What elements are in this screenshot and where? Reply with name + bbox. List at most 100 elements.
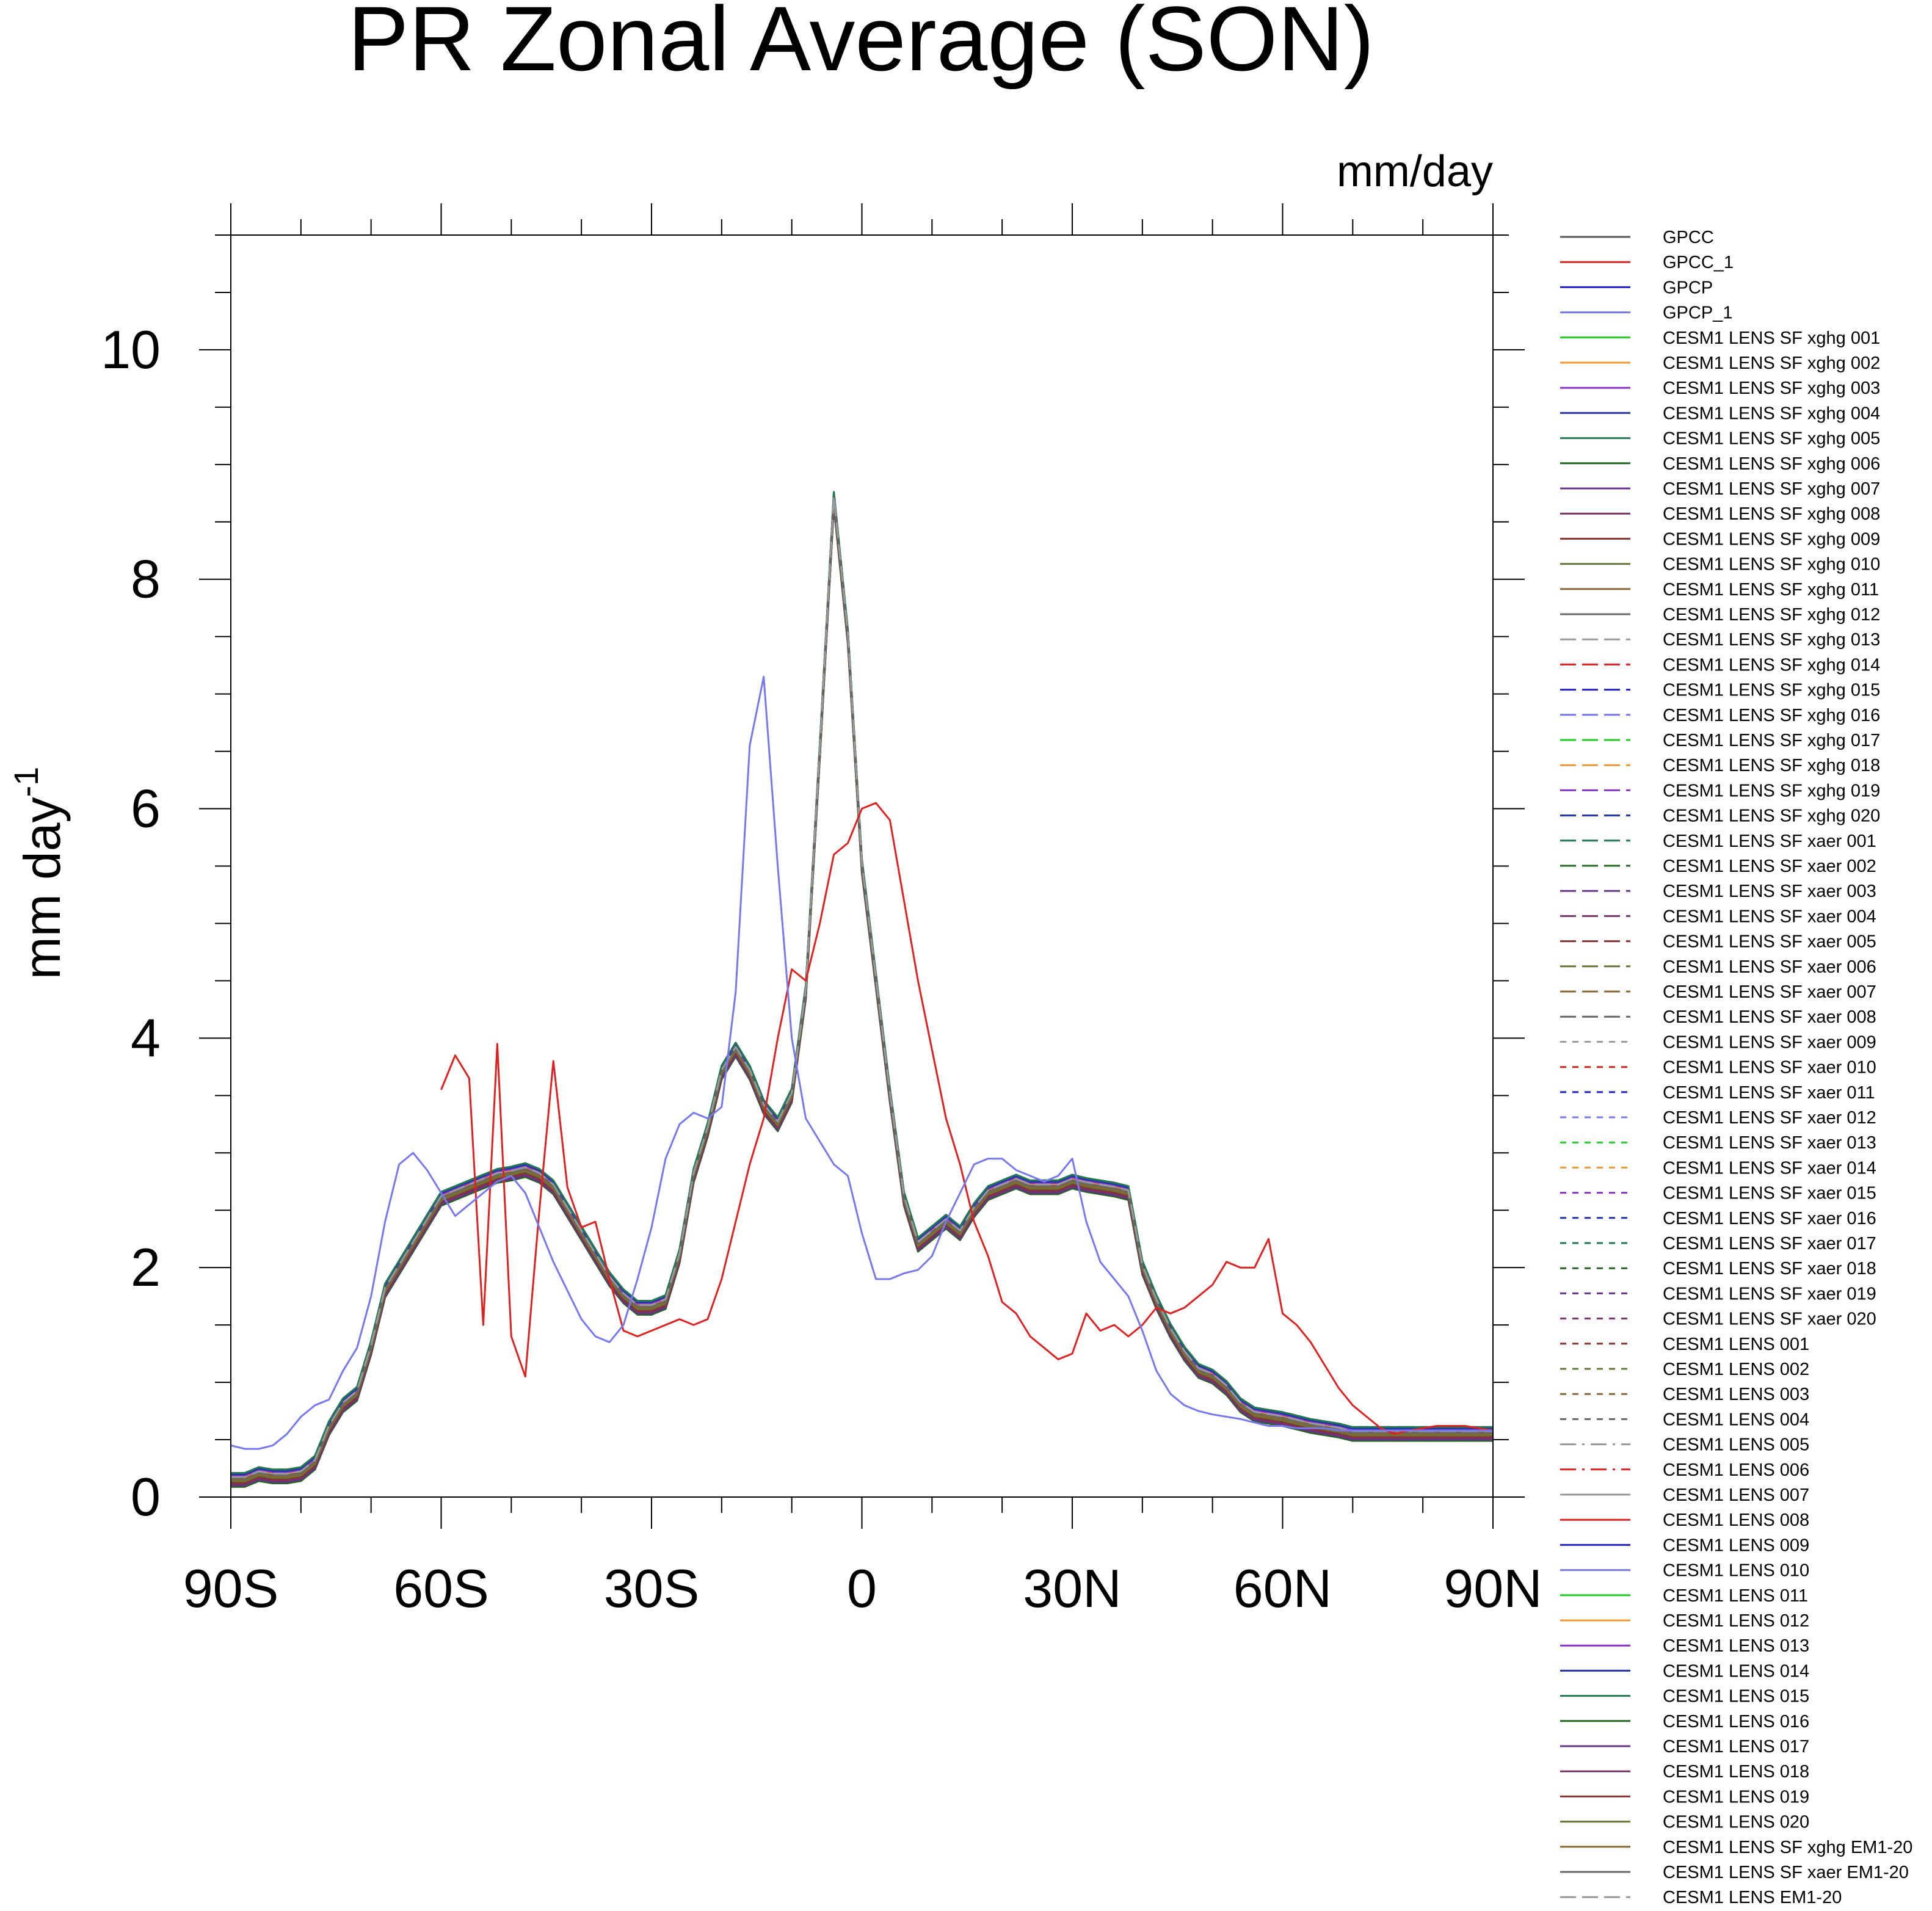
legend-label: CESM1 LENS 011 xyxy=(1663,1586,1808,1606)
model-line xyxy=(231,501,1493,1484)
model-line xyxy=(231,492,1493,1476)
legend-label: CESM1 LENS SF xghg 002 xyxy=(1663,354,1880,373)
plot-frame xyxy=(230,234,1494,1498)
observation-line xyxy=(440,802,1494,1435)
legend-label: CESM1 LENS 008 xyxy=(1663,1510,1809,1530)
x-tick-label: 60N xyxy=(1233,1558,1332,1619)
y-tick-label: 10 xyxy=(101,319,161,380)
legend-label: CESM1 LENS SF xghg 020 xyxy=(1663,807,1880,826)
model-line xyxy=(231,501,1493,1484)
legend-label: CESM1 LENS SF xghg 013 xyxy=(1663,630,1880,650)
legend-label: CESM1 LENS SF xghg 012 xyxy=(1663,605,1880,625)
model-line xyxy=(231,505,1493,1488)
legend-label: CESM1 LENS SF xghg EM1-20 xyxy=(1663,1838,1912,1857)
legend-label: CESM1 LENS SF xghg 015 xyxy=(1663,681,1880,700)
legend-label: CESM1 LENS SF xaer 009 xyxy=(1663,1032,1876,1052)
y-axis-title: mm day-1 xyxy=(7,767,71,980)
legend-label: CESM1 LENS SF xghg 019 xyxy=(1663,781,1880,800)
legend-label: CESM1 LENS SF xghg 005 xyxy=(1663,429,1880,449)
model-line xyxy=(231,501,1493,1484)
legend-label: CESM1 LENS SF xaer 020 xyxy=(1663,1310,1876,1329)
legend-label: CESM1 LENS SF xghg 009 xyxy=(1663,529,1880,549)
model-line xyxy=(231,502,1493,1485)
legend-label: CESM1 LENS SF xaer 013 xyxy=(1663,1133,1876,1153)
legend-label: GPCP_1 xyxy=(1663,303,1732,323)
x-tick-label: 30S xyxy=(604,1558,700,1619)
legend-label: CESM1 LENS SF xaer 003 xyxy=(1663,882,1876,901)
legend-label: CESM1 LENS SF xghg 018 xyxy=(1663,756,1880,775)
model-line xyxy=(231,491,1493,1474)
y-tick-label: 2 xyxy=(131,1237,161,1297)
x-tick-label: 0 xyxy=(847,1558,877,1619)
legend-label: CESM1 LENS SF xaer 001 xyxy=(1663,832,1876,851)
model-line xyxy=(231,492,1493,1476)
legend-label: CESM1 LENS 016 xyxy=(1663,1712,1809,1732)
model-line xyxy=(231,495,1493,1478)
model-line xyxy=(231,492,1493,1476)
model-line xyxy=(231,496,1493,1480)
model-line xyxy=(231,496,1493,1480)
legend-label: CESM1 LENS SF xghg 011 xyxy=(1663,580,1879,600)
legend-label: CESM1 LENS SF xghg 001 xyxy=(1663,328,1880,348)
legend-label: CESM1 LENS SF xaer 015 xyxy=(1663,1184,1876,1203)
legend-label: CESM1 LENS SF xghg 014 xyxy=(1663,655,1880,675)
legend-label: CESM1 LENS 012 xyxy=(1663,1611,1809,1631)
legend-label: CESM1 LENS 014 xyxy=(1663,1661,1809,1681)
model-line xyxy=(231,496,1493,1480)
legend-label: CESM1 LENS SF xaer 010 xyxy=(1663,1058,1876,1078)
model-line xyxy=(231,492,1493,1476)
model-line xyxy=(231,501,1493,1484)
model-line xyxy=(231,491,1493,1474)
y-tick-label: 6 xyxy=(131,778,161,839)
legend-label: CESM1 LENS 019 xyxy=(1663,1787,1809,1807)
legend-label: CESM1 LENS SF xghg 003 xyxy=(1663,379,1880,398)
legend-label: CESM1 LENS SF xaer 016 xyxy=(1663,1209,1876,1228)
y-tick-label: 4 xyxy=(131,1007,161,1068)
model-line xyxy=(231,493,1493,1477)
model-line xyxy=(231,505,1493,1488)
legend-label: CESM1 LENS SF xghg 017 xyxy=(1663,731,1880,750)
legend-label: CESM1 LENS SF xaer 019 xyxy=(1663,1284,1876,1304)
model-line xyxy=(231,491,1493,1474)
x-tick-labels: 90S 60S 30S 0 30N 60N 90N xyxy=(183,1558,1542,1619)
y-axis-label: mm day xyxy=(13,797,71,980)
model-line xyxy=(231,503,1493,1487)
legend-label: CESM1 LENS SF xaer 017 xyxy=(1663,1234,1876,1253)
svg-text:mm day-1: mm day-1 xyxy=(7,767,71,980)
model-line xyxy=(231,495,1493,1478)
legend-label: CESM1 LENS 004 xyxy=(1663,1410,1809,1429)
legend: GPCC GPCC_1 GPCP GPCP_1 CESM1 LENS SF xghg 0… xyxy=(1560,228,1912,1907)
model-line xyxy=(231,502,1493,1485)
model-line xyxy=(231,503,1493,1487)
legend-label: GPCC xyxy=(1663,228,1714,247)
legend-label: CESM1 LENS SF xaer 008 xyxy=(1663,1007,1876,1027)
model-line xyxy=(231,503,1493,1487)
x-tick-label: 60S xyxy=(393,1558,489,1619)
legend-label: CESM1 LENS EM1-20 xyxy=(1663,1888,1842,1907)
model-line xyxy=(231,505,1493,1488)
legend-label: CESM1 LENS 002 xyxy=(1663,1360,1809,1379)
legend-label: CESM1 LENS SF xaer 002 xyxy=(1663,857,1876,876)
model-line xyxy=(231,496,1493,1480)
legend-label: CESM1 LENS 003 xyxy=(1663,1385,1809,1404)
y-tick-label: 8 xyxy=(131,549,161,609)
legend-label: CESM1 LENS 001 xyxy=(1663,1335,1809,1354)
legend-label: CESM1 LENS SF xaer 018 xyxy=(1663,1259,1876,1278)
legend-label: CESM1 LENS SF xaer EM1-20 xyxy=(1663,1863,1909,1882)
legend-label: CESM1 LENS 020 xyxy=(1663,1813,1809,1832)
model-line xyxy=(231,496,1493,1480)
x-tick-label: 90N xyxy=(1444,1558,1542,1619)
legend-label: CESM1 LENS SF xghg 007 xyxy=(1663,479,1880,499)
model-line xyxy=(231,495,1493,1478)
y-tick-label: 0 xyxy=(131,1467,161,1527)
model-line xyxy=(231,493,1493,1477)
model-line xyxy=(231,493,1493,1477)
observation-series xyxy=(230,676,1494,1450)
model-line xyxy=(231,493,1493,1477)
model-line xyxy=(231,495,1493,1478)
legend-label: CESM1 LENS SF xaer 012 xyxy=(1663,1108,1876,1128)
model-line xyxy=(231,502,1493,1485)
chart-title: PR Zonal Average (SON) xyxy=(347,0,1374,90)
x-tick-label: 90S xyxy=(183,1558,279,1619)
